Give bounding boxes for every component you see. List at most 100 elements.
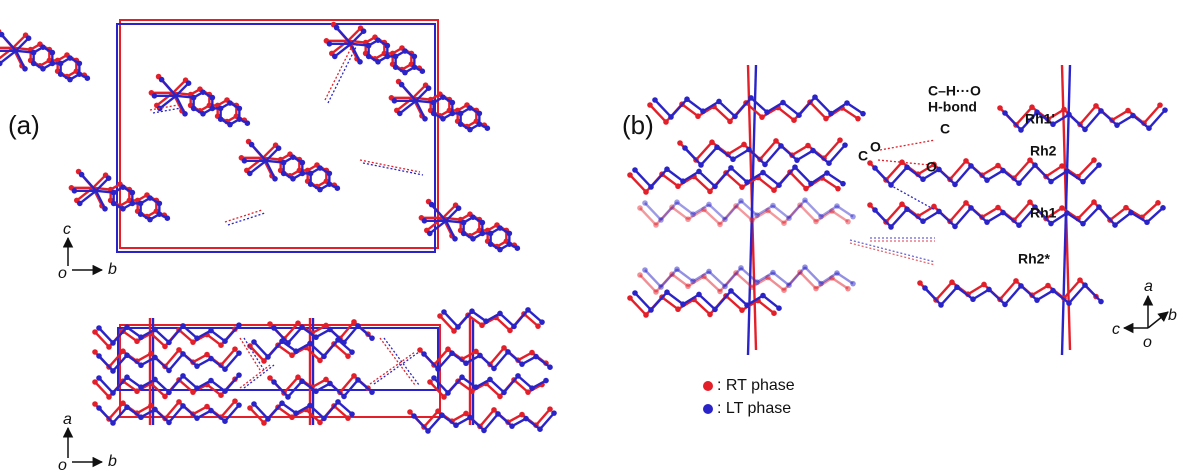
axis-label: b [108,453,117,470]
annotation: H-bond [928,99,977,115]
atom [507,231,513,237]
h-bond [363,163,423,175]
atom [837,137,843,143]
atom [50,50,56,56]
bond [494,352,508,368]
bond [490,348,504,364]
bond [484,414,498,430]
bond [99,328,113,343]
axis-label: c [63,221,71,238]
atom [547,364,553,370]
atom [440,94,446,100]
atom [412,54,418,60]
atom [332,54,338,60]
bond [324,402,338,418]
atom [147,195,153,201]
atom [440,116,446,122]
atom [130,190,136,196]
atom-label: C [858,148,868,164]
bond [886,162,902,180]
bond [448,377,462,393]
atom [218,116,224,122]
bond [424,411,438,427]
figure: (a) c o b a o b (b) C–H···O H-bond O C C… [0,0,1178,473]
bond [1085,111,1101,129]
bond [99,378,113,393]
atom [249,142,255,148]
atom [182,111,188,117]
atom [72,188,78,194]
bond [1000,281,1016,299]
atom [152,93,158,99]
atom [1157,102,1163,108]
atom [392,98,398,104]
h-bond [370,352,415,384]
atom [551,410,557,416]
legend-label: : LT phase [717,400,791,417]
atom [431,111,437,117]
bond [701,147,717,165]
bond [165,402,179,418]
atom [1160,205,1166,211]
atom [477,111,483,117]
panel-label: (b) [622,110,654,140]
legend-label: : RT phase [717,377,795,394]
bond [225,353,239,369]
axis-label: c [1112,321,1120,338]
bond [661,269,677,287]
annotation: C–H···O [928,83,981,99]
atom [361,28,367,34]
axis-label: a [1144,278,1153,295]
bond [1005,286,1021,304]
bond [955,208,971,226]
bond [1069,285,1085,303]
atom [1091,157,1097,163]
atom [480,220,486,226]
bond [444,312,458,327]
atom [300,160,306,166]
atom [429,202,435,208]
atom [840,181,846,187]
h-bond [384,338,419,385]
atom [111,201,117,207]
atom [456,205,462,211]
bond [1014,202,1030,220]
atom [467,105,473,111]
atom-label: Rh2* [1018,251,1050,267]
bond [955,166,971,184]
atom [345,353,351,359]
atom [385,43,391,49]
atom [102,206,108,212]
atom [850,214,856,220]
bond [268,341,282,357]
bond [288,327,302,343]
bond [1085,285,1101,301]
atom [120,206,126,212]
atom-label: Rh1' [1025,111,1055,127]
atom [402,48,408,54]
atom [1155,200,1161,206]
atom [159,77,165,83]
atom [450,100,456,106]
bond [715,168,731,186]
bond [824,140,840,158]
atom [860,111,866,117]
panel-label: (a) [8,110,40,140]
atom [200,89,206,95]
atom [426,85,432,91]
atom [369,389,375,395]
atom-label: C [940,121,950,137]
atom [461,231,467,237]
atom [369,335,375,341]
atom [237,106,243,112]
atom [67,77,73,83]
bond [344,380,358,396]
atom [186,80,192,86]
atom [366,54,372,60]
atom [458,121,464,127]
axis-label: o [58,265,67,282]
atom [850,281,856,287]
atom [393,64,399,70]
atom [467,127,473,133]
atom [771,310,777,316]
